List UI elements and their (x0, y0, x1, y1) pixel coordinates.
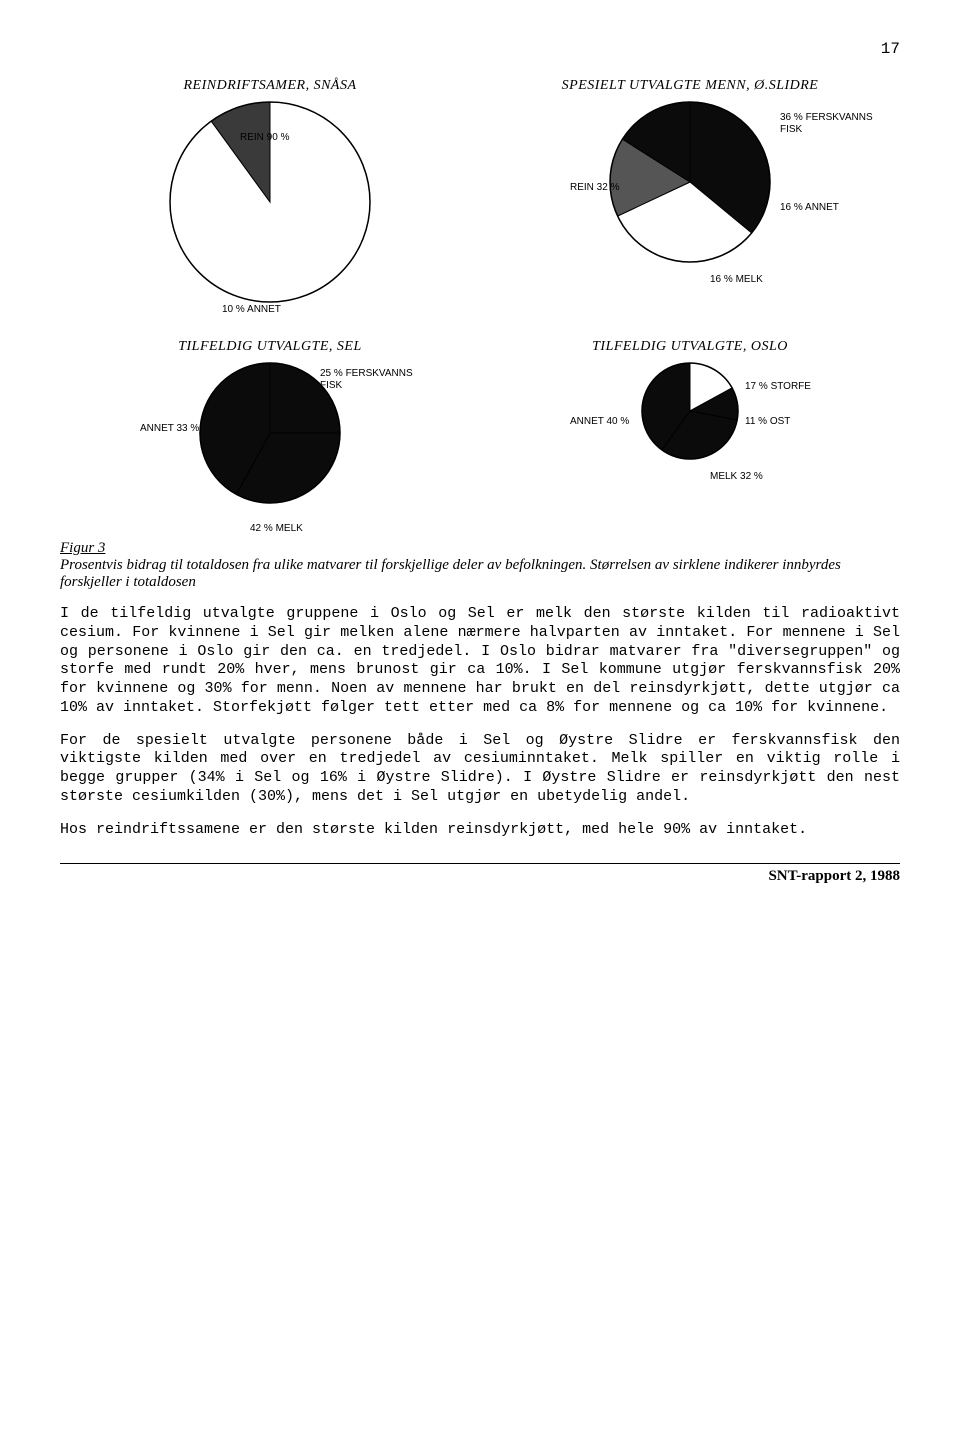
pie-slice-label: 16 % MELK (710, 274, 763, 285)
paragraph-2: For de spesielt utvalgte personene både … (60, 732, 900, 807)
pie-slice-label: 36 % FERSKVANNS (780, 112, 873, 123)
pie-slice-label: 16 % ANNET (780, 202, 839, 213)
chart-title-sel: TILFELDIG UTVALGTE, SEL (60, 339, 480, 355)
pie-oslo: 17 % STORFE11 % OSTANNET 40 %MELK 32 % (640, 361, 740, 461)
report-footer: SNT-rapport 2, 1988 (60, 863, 900, 885)
pie-slice-label: FISK (320, 380, 342, 391)
pie-sel: 25 % FERSKVANNSFISKANNET 33 %42 % MELK (198, 361, 342, 505)
pie-slice-label: 17 % STORFE (745, 381, 811, 392)
paragraph-3: Hos reindriftssamene er den største kild… (60, 821, 900, 840)
pie-slice-label: ANNET 33 % (140, 423, 199, 434)
paragraph-1: I de tilfeldig utvalgte gruppene i Oslo … (60, 605, 900, 718)
chart-rein: REINDRIFTSAMER, SNÅSA REIN 90 %10 % ANNE… (60, 78, 480, 309)
chart-oslo: TILFELDIG UTVALGTE, OSLO 17 % STORFE11 %… (480, 339, 900, 510)
pie-slice-label: FISK (780, 124, 802, 135)
chart-title-slidre: SPESIELT UTVALGTE MENN, Ø.SLIDRE (480, 78, 900, 94)
chart-title-rein: REINDRIFTSAMER, SNÅSA (60, 78, 480, 94)
page-number: 17 (60, 40, 900, 58)
pie-slice-label: REIN 90 % (240, 132, 289, 143)
figure-caption: Figur 3 Prosentvis bidrag til totaldosen… (60, 540, 900, 591)
pie-rein: REIN 90 %10 % ANNET (168, 100, 372, 304)
pie-slidre: 36 % FERSKVANNSFISKREIN 32 %16 % ANNET16… (608, 100, 772, 264)
pie-slice-label: 42 % MELK (250, 523, 303, 534)
pie-slice-label: 10 % ANNET (222, 304, 281, 315)
charts-row-1: REINDRIFTSAMER, SNÅSA REIN 90 %10 % ANNE… (60, 78, 900, 309)
pie-slice-label: ANNET 40 % (570, 416, 629, 427)
pie-slice-label: 11 % OST (745, 416, 790, 427)
figure-caption-text: Prosentvis bidrag til totaldosen fra uli… (60, 557, 841, 590)
chart-slidre: SPESIELT UTVALGTE MENN, Ø.SLIDRE 36 % FE… (480, 78, 900, 309)
charts-row-2: TILFELDIG UTVALGTE, SEL 25 % FERSKVANNSF… (60, 339, 900, 510)
pie-slice-label: MELK 32 % (710, 471, 763, 482)
pie-slice-label: 25 % FERSKVANNS (320, 368, 413, 379)
chart-title-oslo: TILFELDIG UTVALGTE, OSLO (480, 339, 900, 355)
pie-slice-label: REIN 32 % (570, 182, 619, 193)
figure-number: Figur 3 (60, 540, 105, 556)
chart-sel: TILFELDIG UTVALGTE, SEL 25 % FERSKVANNSF… (60, 339, 480, 510)
